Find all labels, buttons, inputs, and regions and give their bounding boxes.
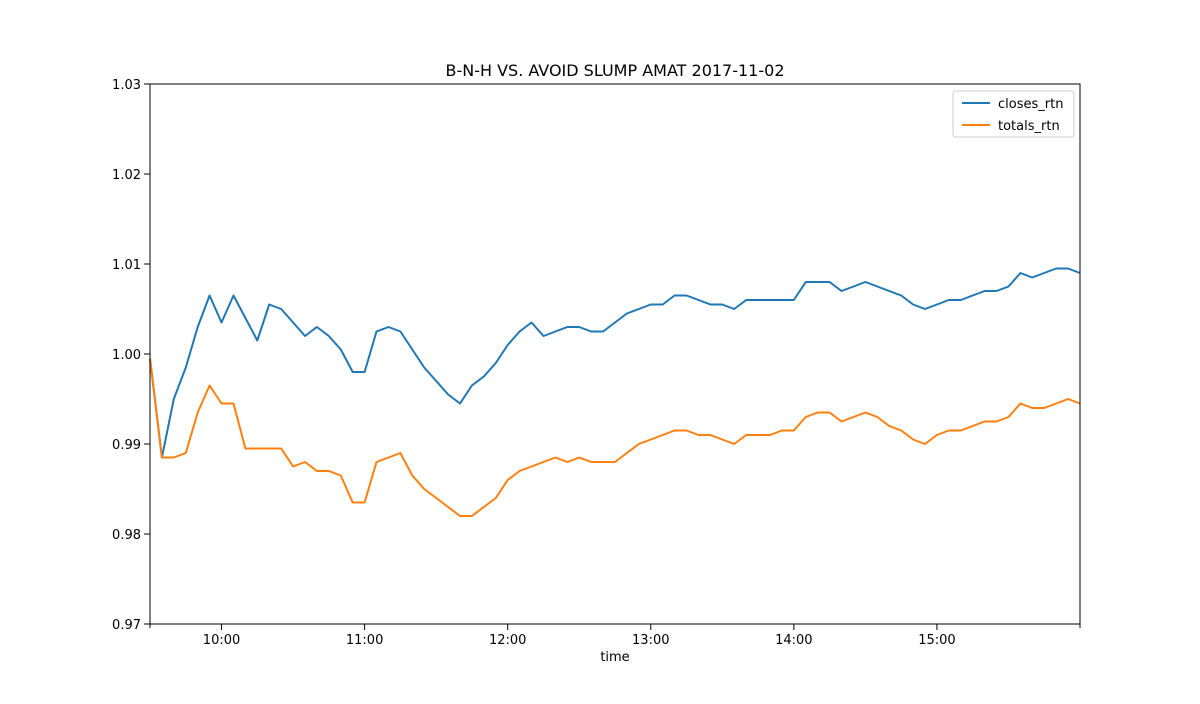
y-tick-label: 1.02 [112, 168, 141, 183]
x-axis: 10:00 11:00 12:00 13:00 14:00 15:00 [149, 624, 1081, 648]
x-tick-label: 11:00 [346, 633, 383, 648]
x-axis-label: time [600, 650, 629, 665]
legend-label-closes-rtn: closes_rtn [998, 97, 1063, 112]
legend: closes_rtn totals_rtn [952, 90, 1075, 138]
x-tick-label: 14:00 [775, 633, 812, 648]
y-tick-label: 0.99 [112, 438, 141, 453]
y-tick-label: 1.03 [112, 78, 141, 93]
x-tick-label: 12:00 [489, 633, 526, 648]
y-tick-label: 0.97 [112, 618, 141, 633]
x-tick-label: 13:00 [632, 633, 669, 648]
chart-title: B-N-H VS. AVOID SLUMP AMAT 2017-11-02 [445, 61, 784, 80]
y-tick-label: 1.01 [112, 258, 141, 273]
series-line-closes-rtn [149, 267, 1081, 459]
y-tick-label: 0.98 [112, 528, 141, 543]
y-tick-label: 1.00 [112, 348, 141, 363]
plot-area [149, 267, 1081, 517]
legend-label-totals-rtn: totals_rtn [998, 119, 1060, 134]
series-line-totals-rtn [149, 358, 1081, 517]
x-tick-label: 10:00 [203, 633, 240, 648]
x-tick-label: 15:00 [918, 633, 955, 648]
axes-frame [149, 83, 1081, 625]
y-axis: 0.97 0.98 0.99 1.00 1.01 1.02 1.03 [112, 78, 150, 633]
